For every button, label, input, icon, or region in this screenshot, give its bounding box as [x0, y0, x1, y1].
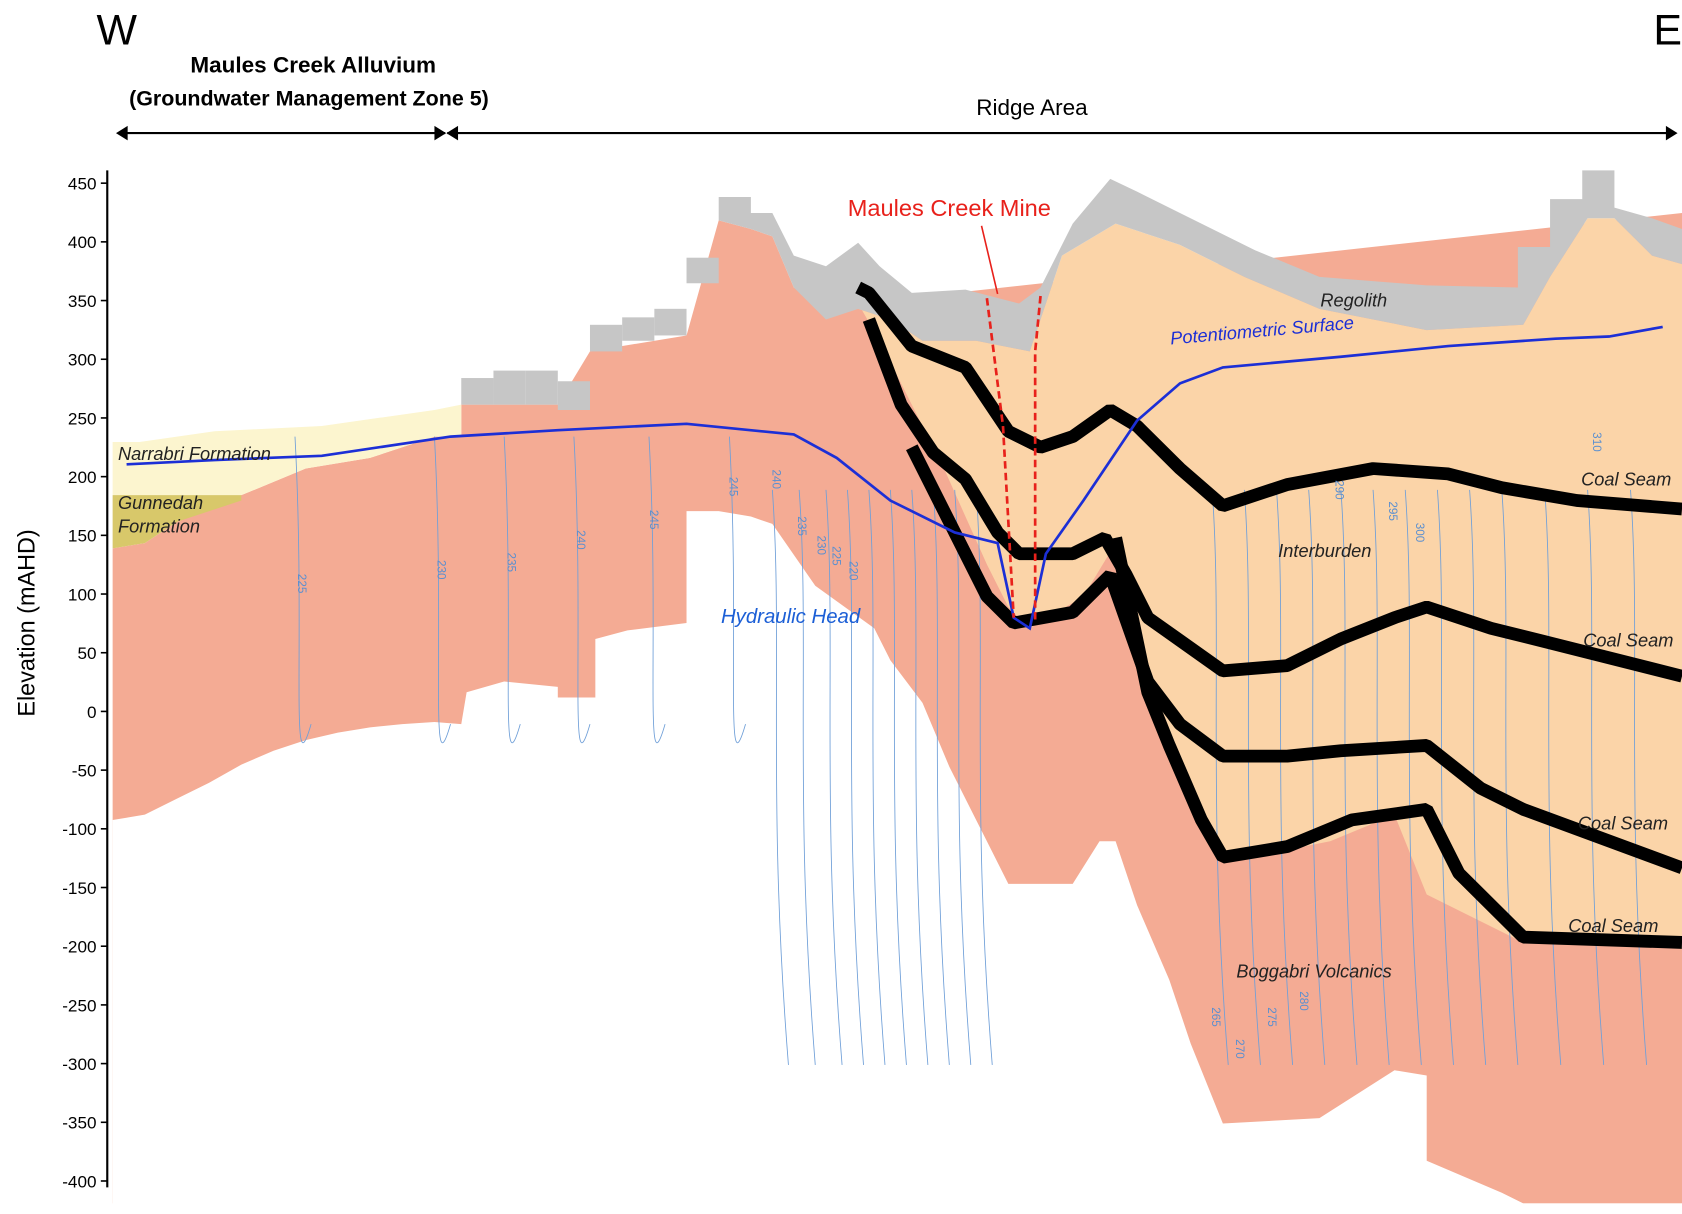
- regolith-block: [493, 371, 525, 405]
- contour-label: 225: [829, 546, 842, 566]
- boggabri-label: Boggabri Volcanics: [1236, 962, 1391, 982]
- interburden-label: Interburden: [1278, 541, 1371, 561]
- regolith-block: [654, 309, 686, 336]
- y-tick-label: -200: [62, 938, 96, 957]
- contour-label: 295: [1386, 501, 1399, 521]
- hydraulic-label: Hydraulic Head: [721, 606, 861, 628]
- regolith-block: [558, 381, 590, 410]
- contour-label: 245: [726, 477, 739, 497]
- contour-label: 245: [647, 510, 660, 530]
- gunnedah-label: Gunnedah: [118, 493, 203, 513]
- y-tick-label: 300: [68, 351, 97, 370]
- extent-arrows: [118, 128, 1676, 139]
- y-tick-label: 50: [77, 644, 96, 663]
- west-label: W: [97, 7, 138, 55]
- y-tick-label: 350: [68, 292, 97, 311]
- regolith-block: [590, 325, 622, 352]
- page: {"header": {"west": "W", "east": "E", "a…: [0, 0, 1682, 1214]
- y-tick-label: 150: [68, 527, 97, 546]
- contour-label: 240: [769, 469, 782, 489]
- narrabri-label: Narrabri Formation: [118, 444, 271, 464]
- y-tick-label: -100: [62, 820, 96, 839]
- east-label: E: [1653, 7, 1682, 55]
- contour-label: 280: [1297, 991, 1310, 1011]
- contour-label: 235: [504, 553, 517, 573]
- y-tick-label: -250: [62, 996, 96, 1015]
- contour-label: 220: [847, 561, 860, 581]
- y-tick-label: 450: [68, 175, 97, 194]
- y-tick-label: 200: [68, 468, 97, 487]
- gunnedah-label: Formation: [118, 517, 200, 537]
- arrow-head: [1667, 128, 1676, 139]
- y-axis-label: Elevation (mAHD): [13, 529, 39, 716]
- y-tick-label: 100: [68, 585, 97, 604]
- y-tick-label: -50: [72, 762, 97, 781]
- y-tick-label: -400: [62, 1172, 96, 1191]
- regolith-label: Regolith: [1320, 291, 1387, 311]
- contour-label: 290: [1333, 480, 1346, 500]
- contour-label: 225: [295, 574, 308, 594]
- contour-label: 240: [574, 530, 587, 550]
- alluvium-subtitle: (Groundwater Management Zone 5): [129, 86, 489, 110]
- regolith-block: [622, 317, 654, 340]
- regolith-block: [461, 378, 493, 405]
- mine-label: Maules Creek Mine: [848, 195, 1051, 221]
- contour-label: 235: [795, 516, 808, 536]
- y-tick-label: -350: [62, 1114, 96, 1133]
- alluvium-title: Maules Creek Alluvium: [190, 52, 436, 77]
- contour-label: 270: [1233, 1039, 1246, 1059]
- coal-seam-label: Coal Seam: [1578, 814, 1668, 834]
- y-tick-label: 250: [68, 409, 97, 428]
- cross-section: W E Maules Creek Alluvium (Groundwater M…: [0, 0, 1682, 1214]
- contour-label: 230: [814, 535, 827, 555]
- arrow-head: [448, 128, 457, 139]
- contour-label: 275: [1265, 1007, 1278, 1027]
- coal-seam-label: Coal Seam: [1568, 916, 1658, 936]
- coal-seam-label: Coal Seam: [1583, 630, 1673, 650]
- y-tick-label: 0: [87, 703, 97, 722]
- contour-label: 300: [1413, 523, 1426, 543]
- y-tick-label: -150: [62, 879, 96, 898]
- mine-leader: [982, 226, 998, 294]
- ridge-label: Ridge Area: [976, 95, 1088, 120]
- regolith-block: [526, 371, 558, 405]
- y-tick-label: 400: [68, 233, 97, 252]
- contour-label: 230: [435, 560, 448, 580]
- contour-label: 310: [1590, 432, 1603, 452]
- coal-seam-label: Coal Seam: [1581, 470, 1671, 490]
- contour-label: 265: [1209, 1007, 1222, 1027]
- arrow-head: [118, 128, 127, 139]
- regolith-block: [687, 258, 719, 284]
- y-tick-label: -300: [62, 1055, 96, 1074]
- arrow-head: [436, 128, 445, 139]
